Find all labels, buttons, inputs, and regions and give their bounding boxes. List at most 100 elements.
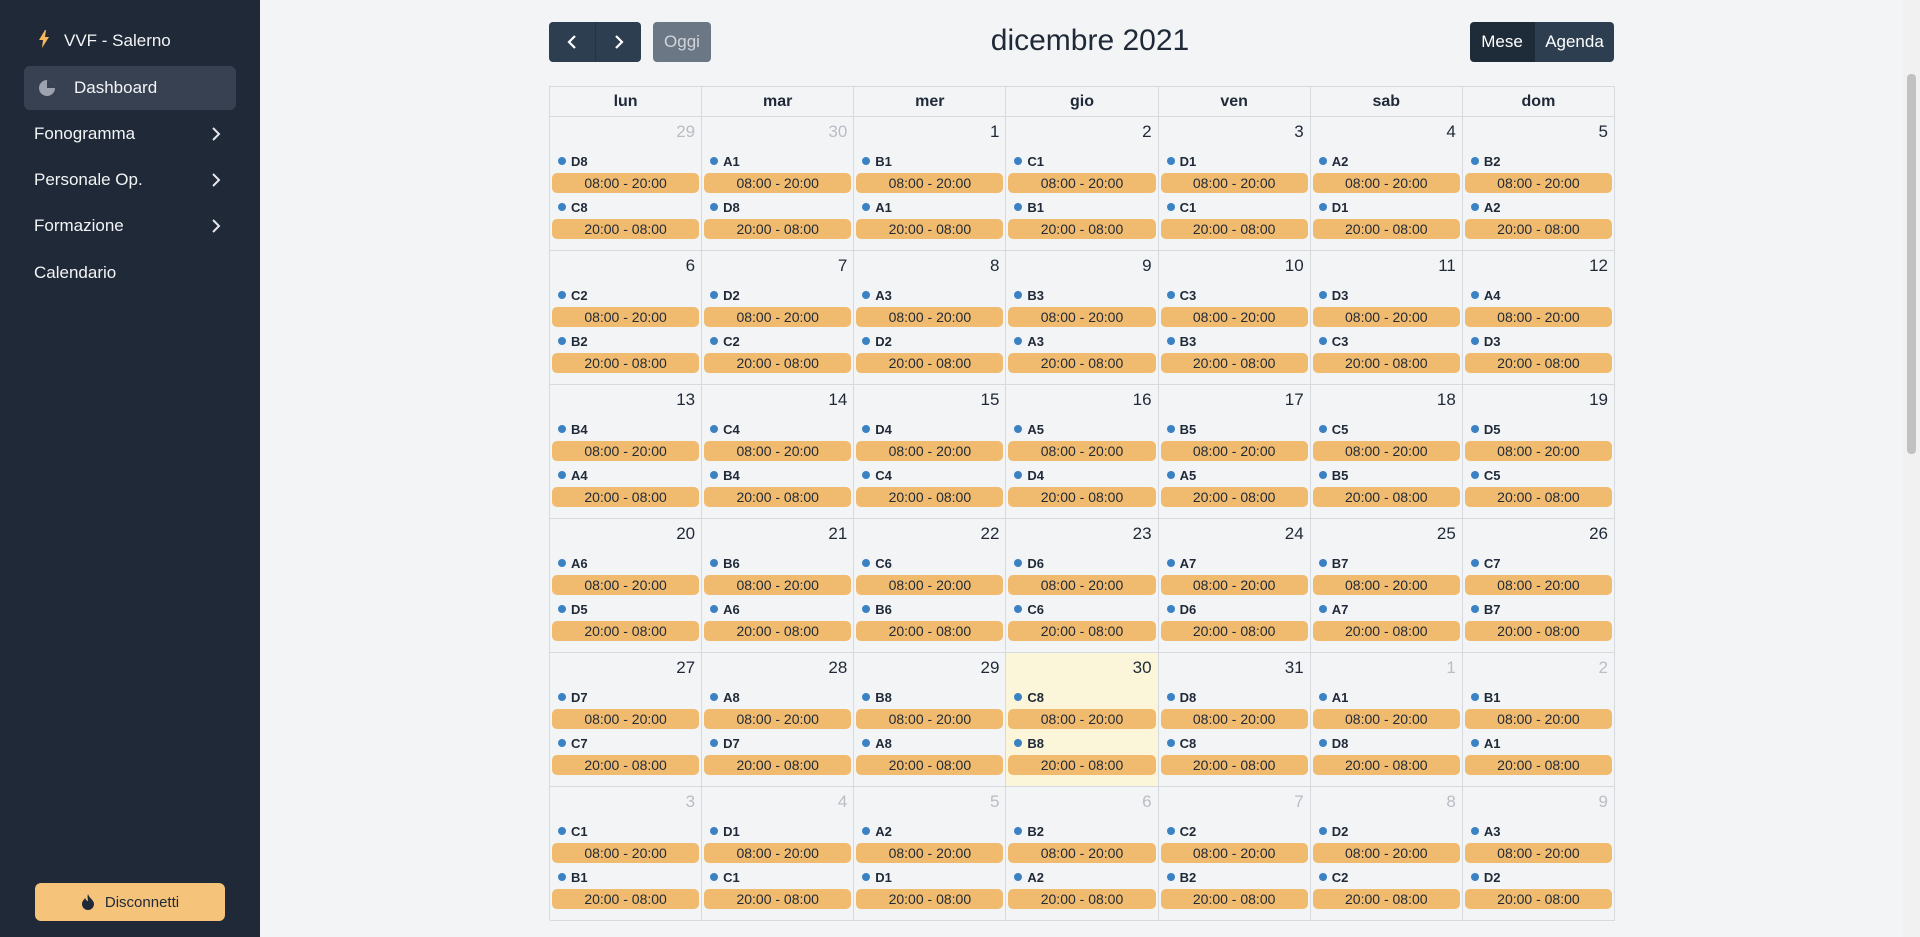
shift-event-day[interactable]: C8 08:00 - 20:00 bbox=[1008, 689, 1156, 729]
shift-time[interactable]: 20:00 - 08:00 bbox=[1008, 219, 1156, 239]
shift-event-night[interactable]: B5 20:00 - 08:00 bbox=[1312, 467, 1460, 507]
shift-time[interactable]: 20:00 - 08:00 bbox=[552, 353, 700, 373]
shift-time[interactable]: 08:00 - 20:00 bbox=[552, 709, 700, 729]
shift-time[interactable]: 20:00 - 08:00 bbox=[1464, 889, 1612, 909]
shift-time[interactable]: 08:00 - 20:00 bbox=[1008, 441, 1156, 461]
day-cell[interactable]: 11 D3 08:00 - 20:00 C3 20:00 - 08:00 bbox=[1310, 251, 1463, 385]
day-number[interactable]: 13 bbox=[676, 390, 696, 409]
shift-event-day[interactable]: A1 08:00 - 20:00 bbox=[1312, 689, 1460, 729]
day-number[interactable]: 10 bbox=[1284, 256, 1304, 275]
day-cell[interactable]: 14 C4 08:00 - 20:00 B4 20:00 - 08:00 bbox=[702, 385, 855, 519]
shift-time[interactable]: 08:00 - 20:00 bbox=[856, 173, 1004, 193]
shift-event-day[interactable]: D1 08:00 - 20:00 bbox=[1160, 153, 1308, 193]
shift-time[interactable]: 08:00 - 20:00 bbox=[856, 307, 1004, 327]
day-cell[interactable]: 3 C1 08:00 - 20:00 B1 20:00 - 08:00 bbox=[550, 787, 703, 921]
day-cell[interactable]: 8 A3 08:00 - 20:00 D2 20:00 - 08:00 bbox=[854, 251, 1007, 385]
day-number[interactable]: 3 bbox=[1294, 122, 1304, 141]
shift-event-night[interactable]: B1 20:00 - 08:00 bbox=[552, 869, 700, 909]
sidebar-item-fonogramma[interactable]: Fonogramma bbox=[24, 112, 236, 156]
shift-event-night[interactable]: B3 20:00 - 08:00 bbox=[1160, 333, 1308, 373]
shift-time[interactable]: 20:00 - 08:00 bbox=[704, 487, 852, 507]
shift-time[interactable]: 08:00 - 20:00 bbox=[552, 843, 700, 863]
day-cell[interactable]: 23 D6 08:00 - 20:00 C6 20:00 - 08:00 bbox=[1006, 519, 1159, 653]
shift-event-day[interactable]: A5 08:00 - 20:00 bbox=[1008, 421, 1156, 461]
shift-event-night[interactable]: D8 20:00 - 08:00 bbox=[1312, 735, 1460, 775]
shift-time[interactable]: 08:00 - 20:00 bbox=[856, 709, 1004, 729]
day-number[interactable]: 24 bbox=[1284, 524, 1304, 543]
shift-event-day[interactable]: D4 08:00 - 20:00 bbox=[856, 421, 1004, 461]
shift-event-night[interactable]: C1 20:00 - 08:00 bbox=[704, 869, 852, 909]
day-cell[interactable]: 1 A1 08:00 - 20:00 D8 20:00 - 08:00 bbox=[1310, 653, 1463, 787]
day-cell[interactable]: 7 C2 08:00 - 20:00 B2 20:00 - 08:00 bbox=[1158, 787, 1311, 921]
shift-time[interactable]: 08:00 - 20:00 bbox=[1008, 843, 1156, 863]
shift-time[interactable]: 08:00 - 20:00 bbox=[1008, 709, 1156, 729]
shift-time[interactable]: 20:00 - 08:00 bbox=[1312, 353, 1460, 373]
day-cell[interactable]: 28 A8 08:00 - 20:00 D7 20:00 - 08:00 bbox=[702, 653, 855, 787]
day-number[interactable]: 11 bbox=[1438, 256, 1456, 275]
day-cell[interactable]: 4 D1 08:00 - 20:00 C1 20:00 - 08:00 bbox=[702, 787, 855, 921]
shift-time[interactable]: 08:00 - 20:00 bbox=[1464, 173, 1612, 193]
shift-event-night[interactable]: B6 20:00 - 08:00 bbox=[856, 601, 1004, 641]
shift-time[interactable]: 08:00 - 20:00 bbox=[1008, 173, 1156, 193]
shift-event-night[interactable]: C7 20:00 - 08:00 bbox=[552, 735, 700, 775]
shift-time[interactable]: 20:00 - 08:00 bbox=[1464, 487, 1612, 507]
day-cell[interactable]: 17 B5 08:00 - 20:00 A5 20:00 - 08:00 bbox=[1158, 385, 1311, 519]
day-cell[interactable]: 10 C3 08:00 - 20:00 B3 20:00 - 08:00 bbox=[1158, 251, 1311, 385]
day-cell[interactable]: 2 B1 08:00 - 20:00 A1 20:00 - 08:00 bbox=[1462, 653, 1615, 787]
scrollbar[interactable] bbox=[1903, 0, 1920, 937]
shift-time[interactable]: 08:00 - 20:00 bbox=[704, 575, 852, 595]
day-number[interactable]: 29 bbox=[980, 658, 1000, 677]
shift-time[interactable]: 08:00 - 20:00 bbox=[1464, 575, 1612, 595]
shift-event-night[interactable]: C6 20:00 - 08:00 bbox=[1008, 601, 1156, 641]
shift-event-day[interactable]: D6 08:00 - 20:00 bbox=[1008, 555, 1156, 595]
shift-time[interactable]: 08:00 - 20:00 bbox=[856, 575, 1004, 595]
day-cell[interactable]: 3 D1 08:00 - 20:00 C1 20:00 - 08:00 bbox=[1158, 117, 1311, 251]
shift-event-day[interactable]: A4 08:00 - 20:00 bbox=[1464, 287, 1612, 327]
scrollbar-thumb[interactable] bbox=[1907, 74, 1916, 454]
shift-time[interactable]: 20:00 - 08:00 bbox=[1160, 219, 1308, 239]
shift-event-day[interactable]: B1 08:00 - 20:00 bbox=[856, 153, 1004, 193]
shift-time[interactable]: 08:00 - 20:00 bbox=[1312, 307, 1460, 327]
day-cell[interactable]: 21 B6 08:00 - 20:00 A6 20:00 - 08:00 bbox=[702, 519, 855, 653]
shift-event-night[interactable]: C8 20:00 - 08:00 bbox=[552, 199, 700, 239]
shift-time[interactable]: 20:00 - 08:00 bbox=[704, 621, 852, 641]
prev-month-button[interactable] bbox=[549, 22, 595, 62]
shift-event-night[interactable]: A5 20:00 - 08:00 bbox=[1160, 467, 1308, 507]
day-cell[interactable]: 7 D2 08:00 - 20:00 C2 20:00 - 08:00 bbox=[702, 251, 855, 385]
day-cell[interactable]: 9 B3 08:00 - 20:00 A3 20:00 - 08:00 bbox=[1006, 251, 1159, 385]
shift-time[interactable]: 08:00 - 20:00 bbox=[1464, 307, 1612, 327]
day-number[interactable]: 4 bbox=[837, 792, 848, 811]
day-number[interactable]: 8 bbox=[1446, 792, 1456, 811]
shift-event-day[interactable]: B2 08:00 - 20:00 bbox=[1464, 153, 1612, 193]
shift-time[interactable]: 08:00 - 20:00 bbox=[552, 307, 700, 327]
day-cell[interactable]: 5 A2 08:00 - 20:00 D1 20:00 - 08:00 bbox=[854, 787, 1007, 921]
logout-button[interactable]: Disconnetti bbox=[35, 883, 225, 921]
day-cell[interactable]: 29 B8 08:00 - 20:00 A8 20:00 - 08:00 bbox=[854, 653, 1007, 787]
shift-event-night[interactable]: B1 20:00 - 08:00 bbox=[1008, 199, 1156, 239]
brand[interactable]: VVF - Salerno bbox=[36, 26, 171, 56]
shift-time[interactable]: 20:00 - 08:00 bbox=[704, 755, 852, 775]
shift-time[interactable]: 08:00 - 20:00 bbox=[552, 575, 700, 595]
shift-event-night[interactable]: A7 20:00 - 08:00 bbox=[1312, 601, 1460, 641]
day-cell[interactable]: 6 C2 08:00 - 20:00 B2 20:00 - 08:00 bbox=[550, 251, 703, 385]
day-number[interactable]: 7 bbox=[1294, 792, 1304, 811]
shift-event-night[interactable]: A8 20:00 - 08:00 bbox=[856, 735, 1004, 775]
shift-time[interactable]: 20:00 - 08:00 bbox=[1008, 755, 1156, 775]
shift-time[interactable]: 20:00 - 08:00 bbox=[1160, 621, 1308, 641]
day-cell[interactable]: 20 A6 08:00 - 20:00 D5 20:00 - 08:00 bbox=[550, 519, 703, 653]
shift-event-night[interactable]: B7 20:00 - 08:00 bbox=[1464, 601, 1612, 641]
shift-time[interactable]: 20:00 - 08:00 bbox=[552, 487, 700, 507]
day-number[interactable]: 8 bbox=[989, 256, 1000, 275]
day-cell[interactable]: 16 A5 08:00 - 20:00 D4 20:00 - 08:00 bbox=[1006, 385, 1159, 519]
day-cell[interactable]: 30 A1 08:00 - 20:00 D8 20:00 - 08:00 bbox=[702, 117, 855, 251]
shift-time[interactable]: 08:00 - 20:00 bbox=[704, 441, 852, 461]
shift-time[interactable]: 08:00 - 20:00 bbox=[1464, 843, 1612, 863]
shift-time[interactable]: 08:00 - 20:00 bbox=[704, 843, 852, 863]
day-cell[interactable]: 2 C1 08:00 - 20:00 B1 20:00 - 08:00 bbox=[1006, 117, 1159, 251]
shift-event-night[interactable]: B8 20:00 - 08:00 bbox=[1008, 735, 1156, 775]
day-cell[interactable]: 19 D5 08:00 - 20:00 C5 20:00 - 08:00 bbox=[1462, 385, 1615, 519]
day-cell[interactable]: 18 C5 08:00 - 20:00 B5 20:00 - 08:00 bbox=[1310, 385, 1463, 519]
day-number[interactable]: 18 bbox=[1436, 390, 1456, 409]
sidebar-item-personale-op[interactable]: Personale Op. bbox=[24, 158, 236, 202]
day-number[interactable]: 20 bbox=[676, 524, 696, 543]
